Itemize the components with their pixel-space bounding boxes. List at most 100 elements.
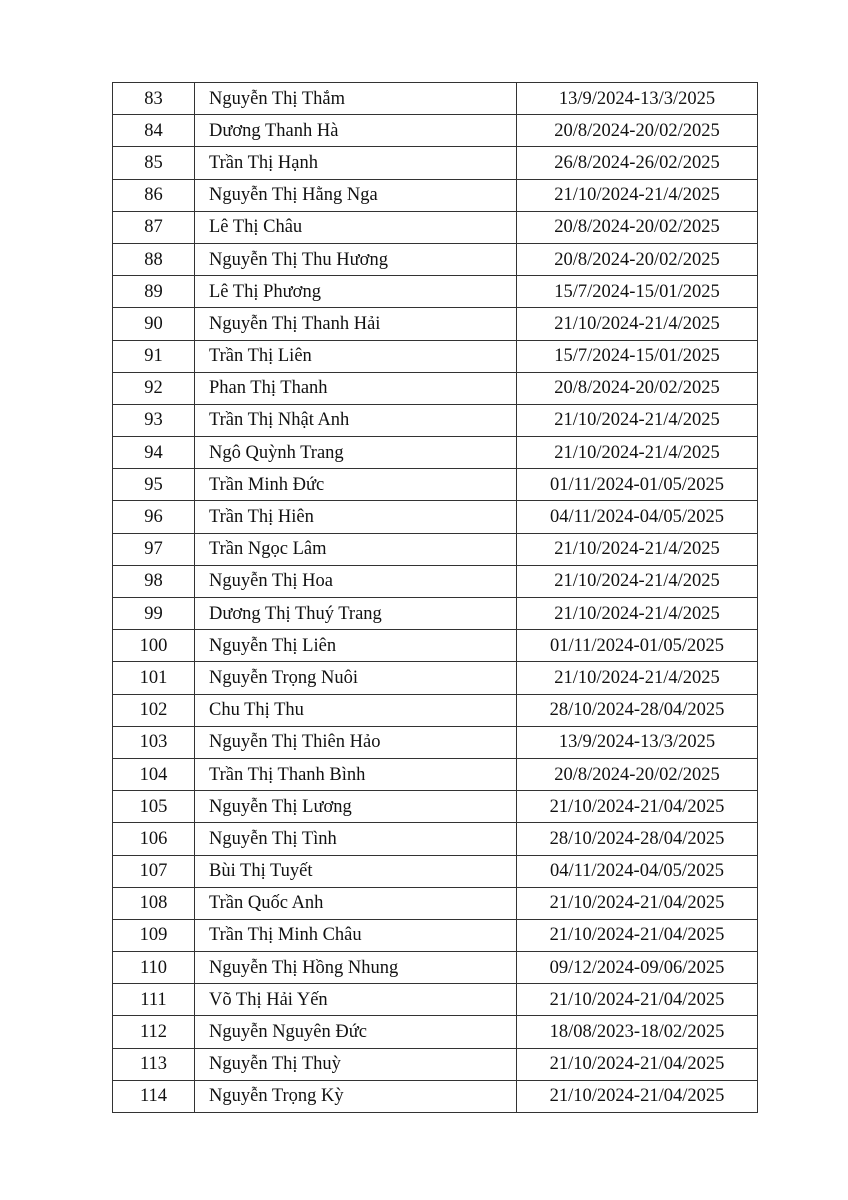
date-range: 21/10/2024-21/4/2025: [516, 403, 758, 438]
date-range: 18/08/2023-18/02/2025: [516, 1015, 758, 1049]
table-row: 111 Võ Thị Hải Yến 21/10/2024-21/04/2025: [112, 983, 758, 1017]
person-name: Nguyễn Thị Tình: [194, 822, 517, 856]
person-name: Nguyễn Thị Thuỳ: [194, 1047, 517, 1081]
row-number: 84: [112, 114, 195, 148]
person-name: Võ Thị Hải Yến: [194, 983, 517, 1017]
date-range: 13/9/2024-13/3/2025: [516, 725, 758, 759]
table-row: 107 Bùi Thị Tuyết 04/11/2024-04/05/2025: [112, 854, 758, 888]
person-name: Nguyễn Thị Hồng Nhung: [194, 951, 517, 985]
person-name: Nguyễn Nguyên Đức: [194, 1015, 517, 1049]
person-name: Nguyễn Thị Hoa: [194, 564, 517, 599]
date-range: 21/10/2024-21/4/2025: [516, 307, 758, 341]
person-name: Nguyễn Thị Hằng Nga: [194, 178, 517, 212]
table-row: 93 Trần Thị Nhật Anh 21/10/2024-21/4/2025: [112, 403, 758, 438]
table-row: 91 Trần Thị Liên 15/7/2024-15/01/2025: [112, 339, 758, 373]
person-name: Bùi Thị Tuyết: [194, 854, 517, 888]
person-name: Lê Thị Châu: [194, 210, 517, 244]
person-name: Nguyễn Thị Thiên Hảo: [194, 725, 517, 759]
row-number: 93: [112, 403, 195, 438]
row-number: 90: [112, 307, 195, 341]
row-number: 83: [112, 81, 195, 116]
row-number: 97: [112, 532, 195, 566]
row-number: 100: [112, 629, 195, 663]
table-row: 94 Ngô Quỳnh Trang 21/10/2024-21/4/2025: [112, 436, 758, 470]
table-row: 96 Trần Thị Hiên 04/11/2024-04/05/2025: [112, 500, 758, 534]
date-range: 28/10/2024-28/04/2025: [516, 822, 758, 856]
row-number: 89: [112, 275, 195, 309]
row-number: 94: [112, 436, 195, 470]
row-number: 103: [112, 725, 195, 759]
person-name: Dương Thanh Hà: [194, 114, 517, 148]
row-number: 91: [112, 339, 195, 373]
table-row: 104 Trần Thị Thanh Bình 20/8/2024-20/02/20…: [112, 757, 758, 792]
date-range: 21/10/2024-21/4/2025: [516, 661, 758, 695]
row-number: 106: [112, 822, 195, 856]
table-row: 88 Nguyễn Thị Thu Hương 20/8/2024-20/02/20…: [112, 242, 758, 277]
date-range: 21/10/2024-21/04/2025: [516, 983, 758, 1017]
table-row: 102 Chu Thị Thu 28/10/2024-28/04/2025: [112, 693, 758, 727]
person-name: Nguyễn Thị Lương: [194, 790, 517, 824]
date-range: 21/10/2024-21/4/2025: [516, 178, 758, 212]
table-row: 89 Lê Thị Phương 15/7/2024-15/01/2025: [112, 275, 758, 309]
person-name: Nguyễn Thị Thu Hương: [194, 242, 517, 277]
person-name: Trần Thị Liên: [194, 339, 517, 373]
table-row: 90 Nguyễn Thị Thanh Hải 21/10/2024-21/4/20…: [112, 307, 758, 341]
row-number: 108: [112, 886, 195, 920]
person-name: Trần Quốc Anh: [194, 886, 517, 920]
date-range: 21/10/2024-21/04/2025: [516, 886, 758, 920]
row-number: 112: [112, 1015, 195, 1049]
date-range: 04/11/2024-04/05/2025: [516, 854, 758, 888]
person-name: Nguyễn Thị Thắm: [194, 81, 517, 116]
person-name: Nguyễn Thị Thanh Hải: [194, 307, 517, 341]
date-range: 21/10/2024-21/4/2025: [516, 532, 758, 566]
date-range: 20/8/2024-20/02/2025: [516, 242, 758, 277]
date-range: 28/10/2024-28/04/2025: [516, 693, 758, 727]
person-name: Trần Thị Minh Châu: [194, 918, 517, 953]
row-number: 95: [112, 468, 195, 502]
row-number: 101: [112, 661, 195, 695]
person-name: Trần Thị Thanh Bình: [194, 757, 517, 792]
person-name: Dương Thị Thuý Trang: [194, 596, 517, 631]
table-row: 100 Nguyễn Thị Liên 01/11/2024-01/05/2025: [112, 629, 758, 663]
row-number: 113: [112, 1047, 195, 1081]
date-range: 21/10/2024-21/4/2025: [516, 564, 758, 599]
date-range: 21/10/2024-21/4/2025: [516, 596, 758, 631]
person-name: Nguyễn Trọng Nuôi: [194, 661, 517, 695]
row-number: 107: [112, 854, 195, 888]
date-range: 20/8/2024-20/02/2025: [516, 757, 758, 792]
table-body: 83 Nguyễn Thị Thắm 13/9/2024-13/3/2025 84 Dư…: [112, 81, 758, 1114]
table-row: 99 Dương Thị Thuý Trang 21/10/2024-21/4/20…: [112, 596, 758, 631]
row-number: 110: [112, 951, 195, 985]
table-row: 97 Trần Ngọc Lâm 21/10/2024-21/4/2025: [112, 532, 758, 566]
date-range: 04/11/2024-04/05/2025: [516, 500, 758, 534]
person-name: Chu Thị Thu: [194, 693, 517, 727]
date-range: 13/9/2024-13/3/2025: [516, 81, 758, 116]
person-name: Trần Thị Hiên: [194, 500, 517, 534]
table-row: 114 Nguyễn Trọng Kỳ 21/10/2024-21/04/2025: [112, 1079, 758, 1114]
table-row: 113 Nguyễn Thị Thuỳ 21/10/2024-21/04/2025: [112, 1047, 758, 1081]
table-row: 83 Nguyễn Thị Thắm 13/9/2024-13/3/2025: [112, 81, 758, 116]
person-name: Nguyễn Trọng Kỳ: [194, 1079, 517, 1114]
table-row: 87 Lê Thị Châu 20/8/2024-20/02/2025: [112, 210, 758, 244]
date-range: 26/8/2024-26/02/2025: [516, 146, 758, 180]
person-name: Ngô Quỳnh Trang: [194, 436, 517, 470]
date-range: 20/8/2024-20/02/2025: [516, 114, 758, 148]
table-row: 84 Dương Thanh Hà 20/8/2024-20/02/2025: [112, 114, 758, 148]
date-range: 15/7/2024-15/01/2025: [516, 339, 758, 373]
date-range: 21/10/2024-21/04/2025: [516, 918, 758, 953]
person-name: Nguyễn Thị Liên: [194, 629, 517, 663]
date-range: 21/10/2024-21/4/2025: [516, 436, 758, 470]
records-table: 83 Nguyễn Thị Thắm 13/9/2024-13/3/2025 84 Dư…: [112, 81, 758, 1114]
table-row: 101 Nguyễn Trọng Nuôi 21/10/2024-21/4/2025: [112, 661, 758, 695]
date-range: 20/8/2024-20/02/2025: [516, 210, 758, 244]
person-name: Phan Thị Thanh: [194, 371, 517, 405]
table-row: 110 Nguyễn Thị Hồng Nhung 09/12/2024-09/06…: [112, 951, 758, 985]
table-row: 103 Nguyễn Thị Thiên Hảo 13/9/2024-13/3/20…: [112, 725, 758, 759]
row-number: 85: [112, 146, 195, 180]
date-range: 09/12/2024-09/06/2025: [516, 951, 758, 985]
row-number: 96: [112, 500, 195, 534]
row-number: 105: [112, 790, 195, 824]
date-range: 21/10/2024-21/04/2025: [516, 1079, 758, 1114]
date-range: 01/11/2024-01/05/2025: [516, 629, 758, 663]
person-name: Trần Ngọc Lâm: [194, 532, 517, 566]
